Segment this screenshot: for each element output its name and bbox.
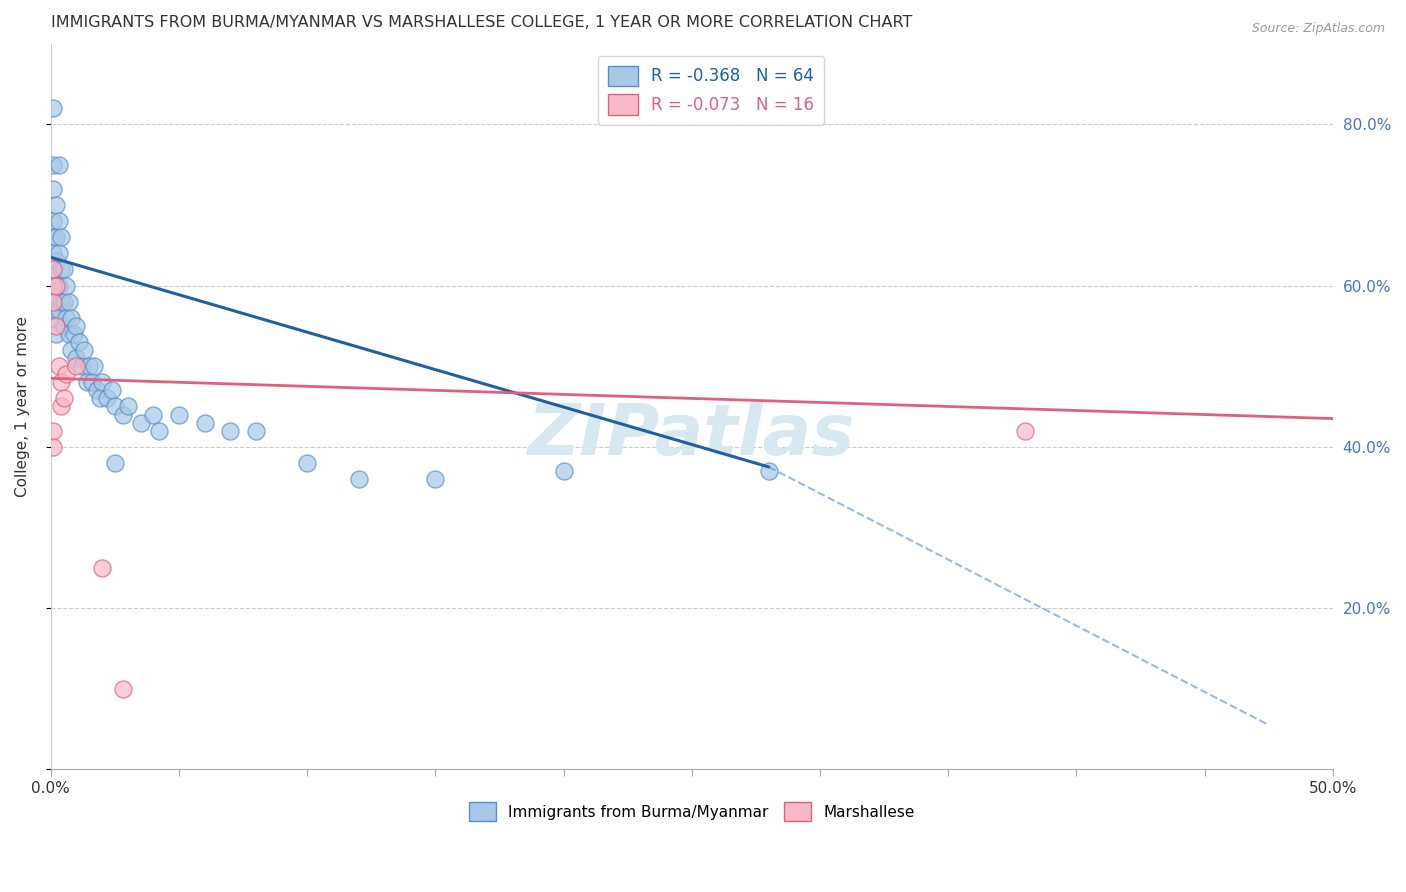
Point [111,408,134,422]
Point [194,416,217,430]
Point [42,294,65,309]
Point [42,230,65,244]
Point [117,400,139,414]
Point [91,560,114,574]
Text: Source: ZipAtlas.com: Source: ZipAtlas.com [1251,22,1385,36]
Point [80,376,103,390]
Point [73,343,96,357]
Point [48,246,70,260]
Point [45,254,67,268]
Point [91,376,114,390]
Point [49,376,72,390]
Point [42,310,65,325]
Text: IMMIGRANTS FROM BURMA/MYANMAR VS MARSHALLESE COLLEGE, 1 YEAR OR MORE CORRELATION: IMMIGRANTS FROM BURMA/MYANMAR VS MARSHAL… [51,15,912,30]
Point [148,424,170,438]
Point [52,262,75,277]
Point [65,318,87,333]
Point [55,310,77,325]
Point [42,278,65,293]
Point [42,101,65,115]
Point [42,262,65,277]
Point [49,230,72,244]
Point [42,262,65,277]
Point [96,392,118,406]
Point [48,302,70,317]
Point [58,294,80,309]
Point [104,456,127,470]
Point [42,294,65,309]
Point [63,326,86,341]
Point [60,343,83,357]
Point [48,158,70,172]
Text: ZIPatlas: ZIPatlas [529,401,855,470]
Point [65,359,87,374]
Point [49,262,72,277]
Point [58,326,80,341]
Point [1014,424,1036,438]
Y-axis label: College, 1 year or more: College, 1 year or more [15,316,30,497]
Point [70,359,93,374]
Point [42,182,65,196]
Point [45,326,67,341]
Point [76,376,98,390]
Point [42,278,65,293]
Point [55,368,77,382]
Point [55,278,77,293]
Point [45,278,67,293]
Point [52,318,75,333]
Point [219,424,242,438]
Point [49,400,72,414]
Point [42,424,65,438]
Point [48,278,70,293]
Point [45,230,67,244]
Point [297,456,319,470]
Point [48,214,70,228]
Point [42,158,65,172]
Legend: Immigrants from Burma/Myanmar, Marshallese: Immigrants from Burma/Myanmar, Marshalle… [463,797,921,827]
Point [142,408,165,422]
Point [347,472,370,486]
Point [67,334,90,349]
Point [104,400,127,414]
Point [758,464,780,478]
Point [89,392,111,406]
Point [42,214,65,228]
Point [48,359,70,374]
Point [101,384,124,398]
Point [45,198,67,212]
Point [86,384,108,398]
Point [553,464,575,478]
Point [79,359,101,374]
Point [65,351,87,365]
Point [45,318,67,333]
Point [167,408,190,422]
Point [60,310,83,325]
Point [83,359,105,374]
Point [129,416,152,430]
Point [52,392,75,406]
Point [49,294,72,309]
Point [52,294,75,309]
Point [111,681,134,696]
Point [42,246,65,260]
Point [45,302,67,317]
Point [42,440,65,454]
Point [425,472,447,486]
Point [245,424,267,438]
Point [45,278,67,293]
